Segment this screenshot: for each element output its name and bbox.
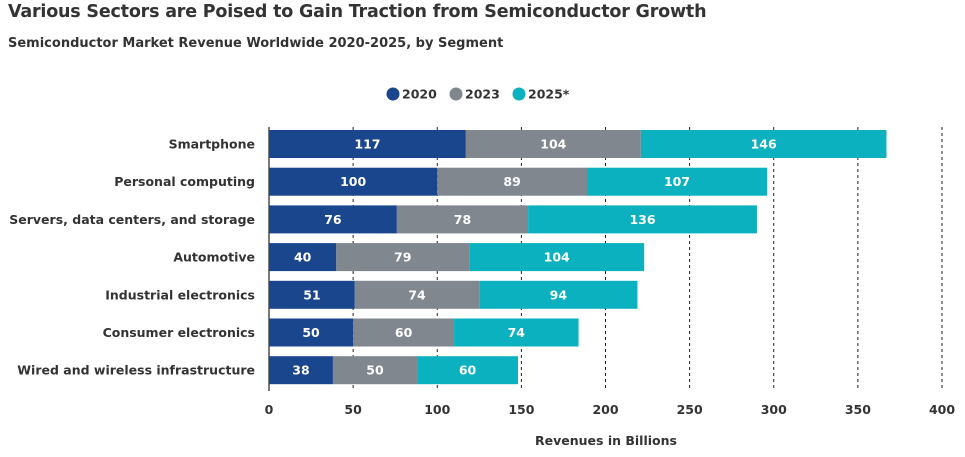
data-label: 89 bbox=[503, 174, 520, 189]
bar-segment-2025 bbox=[586, 167, 768, 196]
x-tick-label: 200 bbox=[592, 402, 618, 417]
data-label: 40 bbox=[294, 250, 312, 265]
legend-marker bbox=[512, 87, 526, 101]
x-tick-label: 300 bbox=[761, 402, 787, 417]
data-label: 60 bbox=[395, 325, 413, 340]
x-axis-label: Revenues in Billions bbox=[535, 433, 677, 448]
legend-label: 2020 bbox=[402, 87, 437, 102]
legend-label: 2023 bbox=[465, 87, 500, 102]
bar-segment-2020 bbox=[269, 130, 466, 158]
data-label: 50 bbox=[366, 363, 384, 378]
bar-segment-2025 bbox=[528, 205, 757, 234]
bar-segment-2020 bbox=[269, 243, 337, 272]
data-label: 74 bbox=[508, 325, 526, 340]
category-label: Servers, data centers, and storage bbox=[9, 212, 255, 227]
category-label: Industrial electronics bbox=[105, 287, 255, 302]
category-labels: Smartphone Personal computing Servers, dat… bbox=[9, 137, 255, 378]
data-label: 38 bbox=[292, 363, 309, 378]
legend-label: 2025* bbox=[528, 87, 570, 102]
data-label: 104 bbox=[540, 137, 566, 152]
bar-segment-2023 bbox=[353, 318, 455, 347]
legend-marker bbox=[386, 87, 400, 101]
category-label: Automotive bbox=[173, 250, 255, 265]
category-label: Wired and wireless infrastructure bbox=[17, 363, 255, 378]
bar-segment-2020 bbox=[269, 318, 354, 347]
data-label: 51 bbox=[303, 287, 320, 302]
data-label: 78 bbox=[454, 212, 471, 227]
x-tick-label: 250 bbox=[677, 402, 703, 417]
bar-segment-2023 bbox=[332, 356, 418, 385]
chart-title: Various Sectors are Poised to Gain Tract… bbox=[8, 2, 707, 22]
bar-segment-2020 bbox=[269, 356, 333, 385]
bar-segment-2025 bbox=[640, 130, 887, 158]
data-label: 60 bbox=[459, 363, 477, 378]
bar-segment-2020 bbox=[269, 205, 397, 234]
category-label: Smartphone bbox=[169, 137, 255, 152]
bar-segment-2023 bbox=[354, 280, 480, 309]
data-label: 50 bbox=[302, 325, 320, 340]
bar-segment-2023 bbox=[336, 243, 470, 272]
data-label: 117 bbox=[354, 137, 380, 152]
chart-subtitle: Semiconductor Market Revenue Worldwide 2… bbox=[8, 36, 504, 51]
x-tick-label: 350 bbox=[845, 402, 871, 417]
x-tick-label: 0 bbox=[265, 402, 274, 417]
data-label: 136 bbox=[629, 212, 655, 227]
x-tick-labels: 0 50 100 150 200 250 300 350 400 bbox=[265, 402, 956, 417]
legend-marker bbox=[449, 87, 463, 101]
category-label: Consumer electronics bbox=[103, 325, 255, 340]
bar-segment-2023 bbox=[465, 130, 641, 158]
data-label: 100 bbox=[340, 174, 366, 189]
bar-segment-2023 bbox=[396, 205, 529, 234]
bar-segment-2023 bbox=[437, 167, 587, 196]
bar-segment-2020 bbox=[269, 167, 438, 196]
x-tick-label: 50 bbox=[344, 402, 362, 417]
bar-segment-2025 bbox=[454, 318, 579, 347]
bar-segment-2020 bbox=[269, 280, 355, 309]
data-label: 94 bbox=[550, 287, 568, 302]
x-tick-label: 400 bbox=[929, 402, 955, 417]
bar-segment-2025 bbox=[469, 243, 645, 272]
data-label: 107 bbox=[664, 174, 690, 189]
x-tick-label: 100 bbox=[424, 402, 450, 417]
bars: 117 104 146 100 89 107 76 78 136 40 79 104 51 74 94 50 6… bbox=[269, 130, 887, 385]
category-label: Personal computing bbox=[114, 174, 255, 189]
data-label: 79 bbox=[394, 250, 411, 265]
bar-segment-2025 bbox=[479, 280, 638, 309]
data-label: 104 bbox=[544, 250, 570, 265]
data-label: 146 bbox=[751, 137, 777, 152]
bar-segment-2025 bbox=[417, 356, 519, 385]
data-label: 76 bbox=[324, 212, 342, 227]
legend: 2020 2023 2025* bbox=[386, 87, 570, 102]
data-label: 74 bbox=[408, 287, 426, 302]
x-tick-label: 150 bbox=[508, 402, 534, 417]
